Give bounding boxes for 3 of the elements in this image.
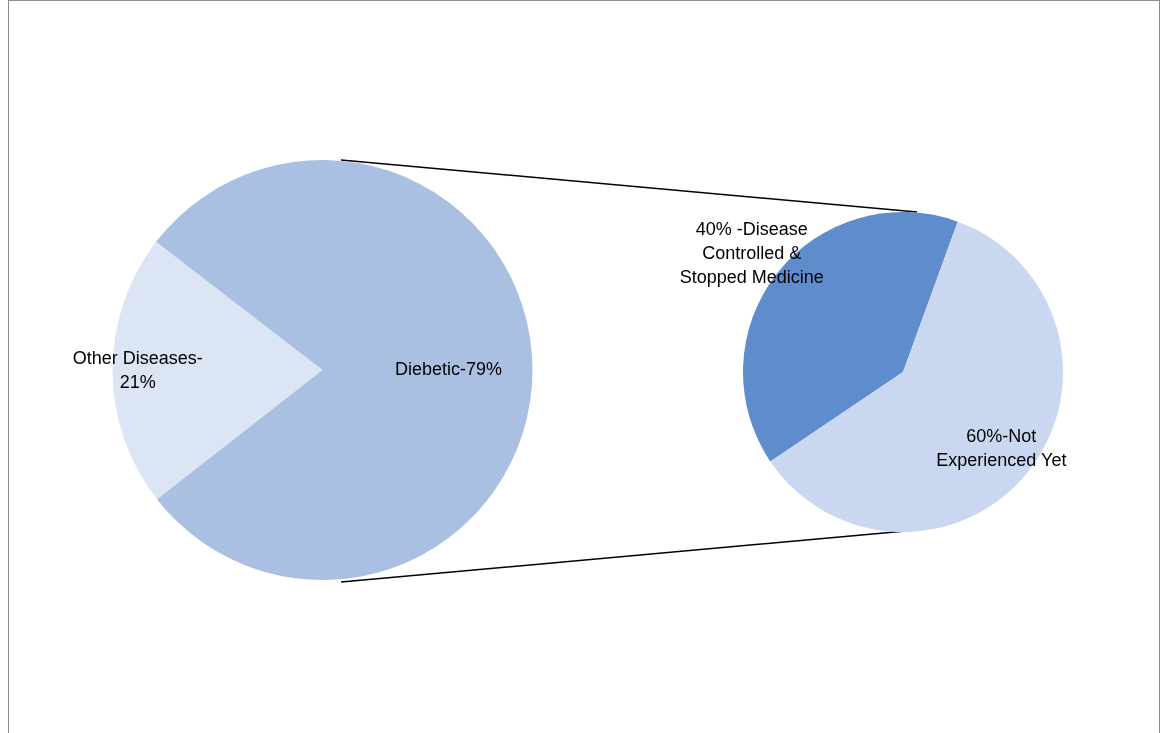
- slice-label: Other Diseases-21%: [72, 347, 203, 392]
- slice-label: 60%-Not Experienced Yet: [936, 425, 1067, 470]
- slice-label: Diebetic-79%: [394, 358, 503, 379]
